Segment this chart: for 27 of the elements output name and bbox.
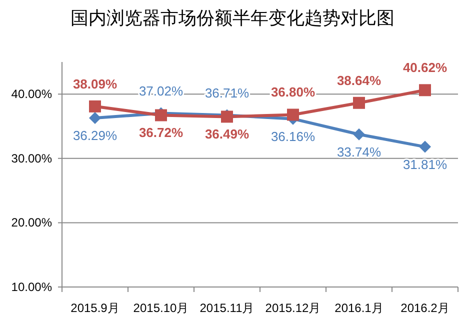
x-tick-label: 2016.1月	[334, 301, 384, 315]
point	[89, 112, 101, 124]
point	[353, 128, 365, 140]
y-tick-label: 20.00%	[11, 216, 52, 230]
data-label: 31.81%	[402, 156, 448, 172]
chart-title: 国内浏览器市场份额半年变化趋势对比图	[70, 8, 394, 28]
y-tick-label: 10.00%	[11, 280, 52, 294]
data-label: 36.16%	[270, 128, 316, 144]
data-label: 38.09%	[72, 76, 118, 92]
x-tick-label: 2015.11月	[200, 301, 254, 315]
data-label: 36.72%	[138, 125, 184, 140]
y-tick-label: 30.00%	[11, 151, 52, 166]
point	[419, 84, 431, 96]
data-label: 36.29%	[72, 128, 118, 143]
point	[89, 100, 101, 112]
point	[353, 96, 365, 109]
x-tick-label: 2015.9月	[70, 301, 120, 315]
point	[287, 108, 299, 121]
data-label: 40.62%	[402, 60, 448, 76]
data-label: 33.74%	[336, 144, 382, 160]
x-tick-label: 2015.12月	[265, 301, 321, 315]
x-tick-label: 2016.2月	[400, 301, 450, 315]
y-tick-label: 40.00%	[11, 87, 52, 102]
point	[419, 140, 431, 153]
data-label: 38.64%	[336, 72, 382, 88]
x-tick-label: 2015.10月	[133, 301, 189, 315]
data-label: 36.49%	[204, 126, 250, 142]
